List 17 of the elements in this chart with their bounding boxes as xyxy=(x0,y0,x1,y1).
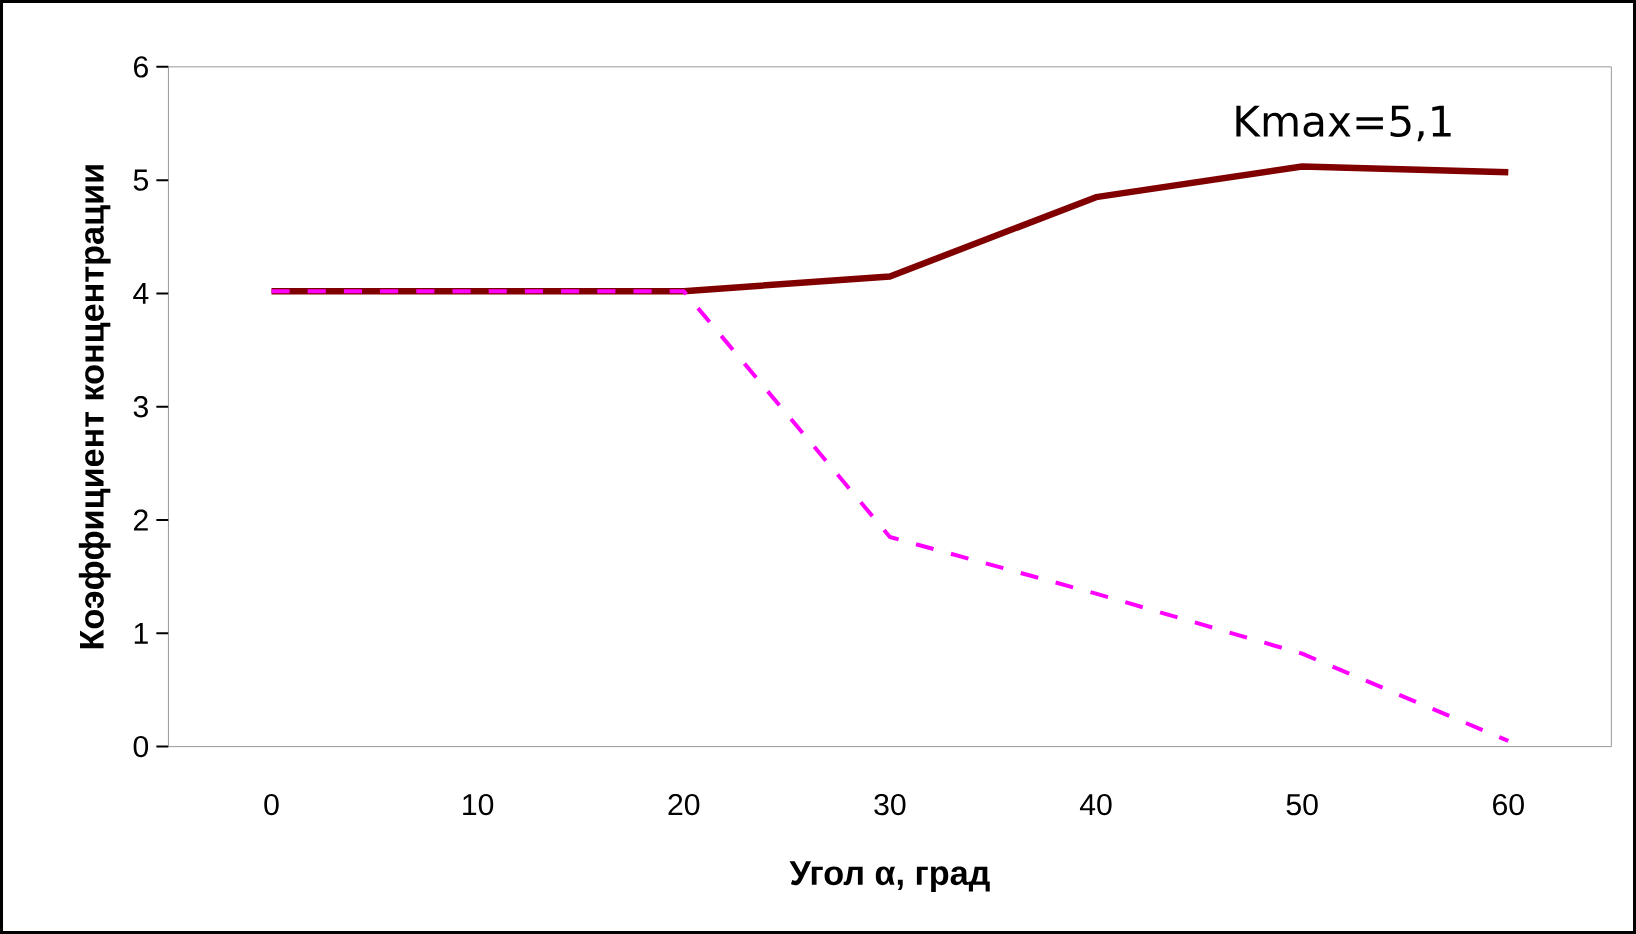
x-tick-label: 30 xyxy=(874,793,906,816)
y-tick-label: 2 xyxy=(134,509,148,531)
x-axis-title: Угол α, град xyxy=(789,861,990,892)
y-tick-label: 6 xyxy=(134,56,148,78)
y-tick-label: 0 xyxy=(133,735,149,758)
x-tick-label: 0 xyxy=(264,793,279,816)
x-tick-label: 60 xyxy=(1493,793,1524,816)
y-tick-label: 3 xyxy=(133,395,148,418)
y-tick-label: 1 xyxy=(134,622,148,644)
y-tick-label: 4 xyxy=(133,283,149,304)
x-tick-label: 20 xyxy=(668,793,700,816)
x-tick-label: 10 xyxy=(463,793,494,816)
x-tick-label: 40 xyxy=(1079,793,1112,816)
y-tick-label: 5 xyxy=(133,169,148,191)
x-tick-label: 50 xyxy=(1286,793,1318,816)
annotation: Kmax=5,1 xyxy=(1236,105,1451,142)
y-axis-title: Коэффициент концентрации xyxy=(78,165,111,649)
